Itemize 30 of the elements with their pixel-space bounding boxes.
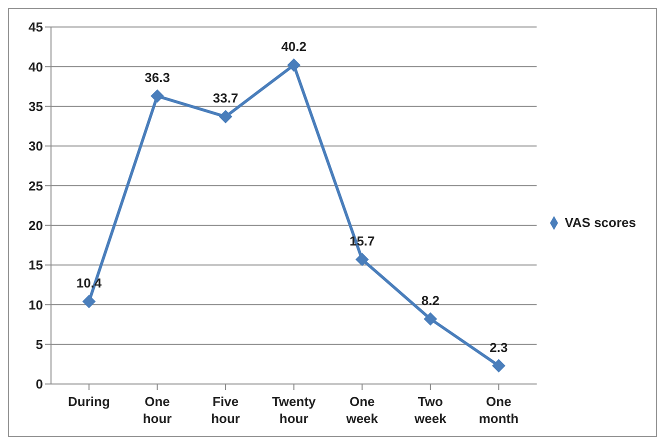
point (492, 359, 506, 372)
y-tick-label: 25 (28, 178, 43, 194)
data-label: 2.3 (490, 340, 508, 355)
point (424, 312, 437, 326)
y-tick-label: 30 (28, 138, 43, 154)
y-tick-label: 20 (28, 218, 43, 233)
x-tick-label: Five hour (211, 394, 240, 426)
x-tick-label: One week (345, 394, 379, 426)
point (82, 294, 96, 308)
data-label: 8.2 (421, 292, 440, 308)
data-label: 36.3 (144, 70, 170, 86)
y-tick-label: 35 (28, 98, 43, 114)
x-tick-label: Two week (414, 394, 448, 426)
y-tick-label: 45 (28, 20, 43, 35)
y-tick-label: 40 (28, 59, 43, 74)
x-tick-label: Twenty hour (272, 394, 317, 426)
x-tick-label: One month (478, 394, 519, 426)
data-label: 33.7 (212, 90, 238, 106)
point (356, 252, 369, 266)
y-tick-label: 0 (36, 376, 43, 392)
x-tick-label: During (68, 394, 110, 409)
y-tick-label: 5 (36, 336, 43, 352)
point (219, 110, 232, 124)
data-label: 40.2 (281, 39, 307, 54)
point (150, 90, 164, 103)
point (287, 58, 300, 72)
y-tick-label: 10 (28, 297, 43, 312)
legend-label: VAS scores (564, 214, 636, 230)
x-tick-label: One hour (142, 394, 172, 426)
y-tick-label: 15 (28, 258, 43, 273)
